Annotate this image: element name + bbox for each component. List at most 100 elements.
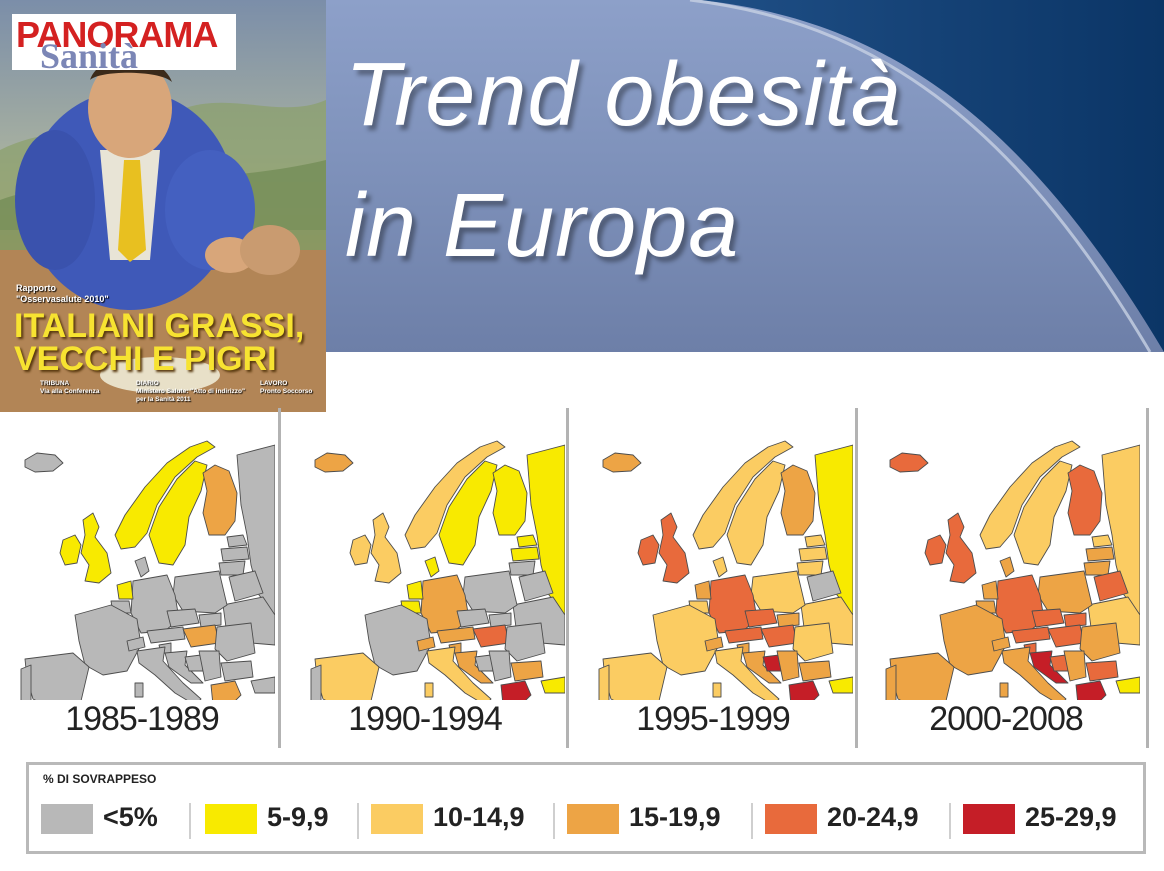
cover-report: Rapporto "Osservasalute 2010" (16, 283, 109, 305)
legend-separator (949, 803, 951, 839)
country-ireland (349, 534, 372, 566)
country-romania (214, 622, 256, 662)
cover-report-line-1: Rapporto (16, 283, 56, 293)
country-hungary (182, 624, 220, 648)
country-hungary (760, 624, 798, 648)
country-netherlands (116, 580, 134, 600)
country-ireland (637, 534, 660, 566)
country-sardinia (134, 682, 144, 698)
country-france (364, 604, 432, 676)
country-belarus (228, 570, 264, 602)
legend-separator (751, 803, 753, 839)
country-ireland (924, 534, 947, 566)
legend-label: 25-29,9 (1025, 802, 1117, 832)
country-slovakia (776, 612, 800, 628)
country-switzerland (416, 636, 436, 652)
country-poland (750, 570, 806, 614)
country-iceland (602, 452, 642, 473)
banner-wave-decoration (689, 0, 1164, 352)
country-finland (492, 464, 528, 536)
cover-brand-box (12, 14, 236, 70)
country-bulgaria (220, 660, 254, 682)
country-finland (202, 464, 238, 536)
country-belarus (518, 570, 554, 602)
country-spain (602, 652, 668, 700)
country-netherlands (694, 580, 712, 600)
country-norway (979, 440, 1081, 550)
country-bulgaria (798, 660, 832, 682)
cover-headline-2: VECCHI E PIGRI (14, 340, 277, 378)
country-bulgaria (510, 660, 544, 682)
magazine-cover: PANORAMA Sanità Rapporto "Osservasalute … (0, 0, 326, 412)
country-iceland (314, 452, 354, 473)
country-turkey (250, 676, 275, 694)
country-hungary (472, 624, 510, 648)
country-sweden (1013, 460, 1073, 566)
country-lithuania (796, 560, 824, 576)
legend-swatch (567, 804, 619, 834)
country-norway (692, 440, 794, 550)
map-divider (855, 408, 858, 748)
country-poland (1037, 570, 1093, 614)
map-1985-1989 (20, 440, 275, 700)
country-slovakia (1063, 612, 1087, 628)
country-france (74, 604, 142, 676)
country-sweden (726, 460, 786, 566)
country-romania (504, 622, 546, 662)
period-label: 2000-2008 (929, 700, 1084, 738)
cover-foot-text: Ministero Salute: "Atto di indirizzo" pe… (136, 388, 246, 403)
country-uk (658, 512, 690, 584)
country-latvia (798, 546, 828, 562)
map-2000-2008 (885, 440, 1140, 700)
country-iceland (889, 452, 929, 473)
country-ireland (59, 534, 82, 566)
slide-title-line-2: in Europa (345, 176, 740, 276)
country-italy (1001, 646, 1067, 700)
country-estonia (1091, 534, 1113, 548)
country-netherlands (981, 580, 999, 600)
cover-brand-bottom: Sanità (40, 36, 139, 76)
country-bulgaria (1085, 660, 1119, 682)
period-label: 1990-1994 (348, 700, 503, 738)
country-belarus (806, 570, 842, 602)
cover-foot-1: TRIBUNA Via alla Conferenza (40, 380, 120, 396)
legend-title: % DI SOVRAPPESO (43, 772, 157, 786)
country-norway (114, 440, 216, 550)
legend-label: 20-24,9 (827, 802, 919, 832)
country-czech (744, 608, 778, 628)
cover-foot-text: Pronto Soccorso (260, 388, 313, 395)
country-italy (426, 646, 492, 700)
country-france (652, 604, 720, 676)
map-1990-1994 (310, 440, 565, 700)
legend-separator (189, 803, 191, 839)
country-denmark (999, 556, 1015, 578)
country-greece (1075, 680, 1107, 700)
country-uk (80, 512, 112, 584)
cover-headline-1: ITALIANI GRASSI, (14, 307, 305, 345)
cover-illustration (0, 57, 326, 412)
country-uk (945, 512, 977, 584)
cover-foot-2: DIARIO Ministero Salute: "Atto di indiri… (136, 380, 246, 404)
legend-swatch (963, 804, 1015, 834)
country-greece (788, 680, 820, 700)
country-denmark (712, 556, 728, 578)
period-label: 1985-1989 (65, 700, 220, 738)
country-denmark (424, 556, 440, 578)
country-norway (404, 440, 506, 550)
country-slovakia (198, 612, 222, 628)
country-finland (780, 464, 816, 536)
country-sardinia (424, 682, 434, 698)
country-spain (889, 652, 955, 700)
country-romania (1079, 622, 1121, 662)
legend-separator (357, 803, 359, 839)
cover-brand-top: PANORAMA (16, 14, 218, 55)
country-turkey (540, 676, 565, 694)
country-portugal (598, 664, 610, 700)
country-latvia (510, 546, 540, 562)
country-estonia (804, 534, 826, 548)
country-austria (1011, 626, 1051, 644)
country-portugal (20, 664, 32, 700)
cover-foot-text: Via alla Conferenza (40, 388, 100, 395)
legend-label: 10-14,9 (433, 802, 525, 832)
country-austria (724, 626, 764, 644)
